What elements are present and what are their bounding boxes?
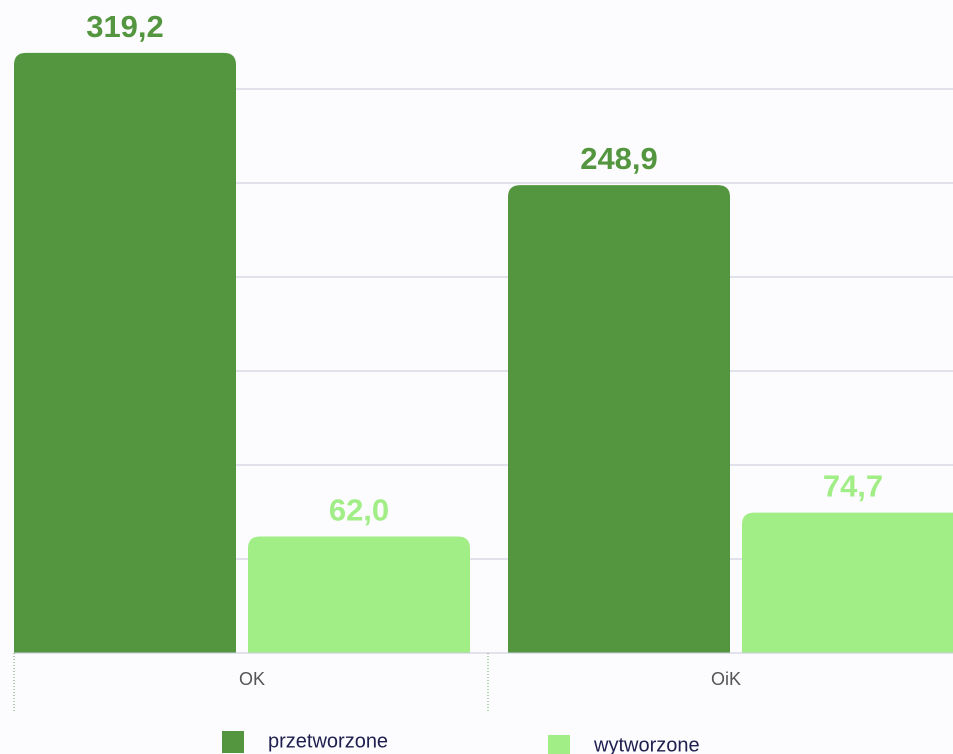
legend-label: wytworzone [593, 734, 700, 754]
bar [248, 536, 470, 653]
bar [14, 52, 236, 654]
legend-swatch [222, 731, 244, 753]
value-label: 62,0 [329, 492, 389, 527]
value-label: 248,9 [580, 141, 658, 176]
bar [508, 185, 730, 653]
value-label: 74,7 [823, 469, 883, 504]
legend-swatch [548, 735, 570, 754]
x-tick-label: OiK [711, 669, 741, 689]
legend-label: przetworzone [268, 730, 388, 752]
x-tick-label: OK [239, 669, 265, 689]
value-label: 319,2 [86, 9, 164, 44]
bar [742, 512, 953, 653]
